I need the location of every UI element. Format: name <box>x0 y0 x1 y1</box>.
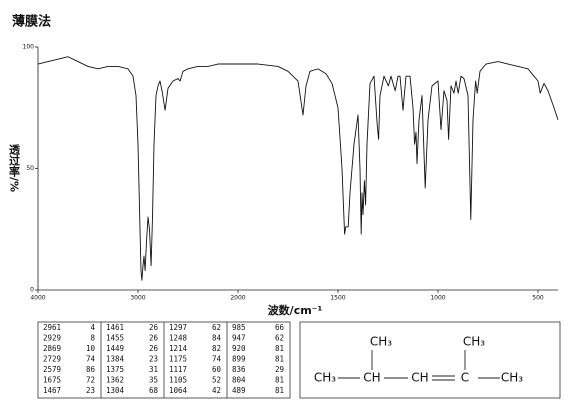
spectrum-line <box>37 56 559 281</box>
table-wavenumber: 1384 <box>106 355 125 364</box>
y-tick-label: 50 <box>26 165 34 172</box>
branch-group: CH₃ <box>463 335 485 349</box>
table-wavenumber: 1175 <box>169 355 187 364</box>
table-transmittance: 74 <box>212 355 222 364</box>
table-transmittance: 72 <box>86 376 95 385</box>
table-transmittance: 62 <box>212 323 221 332</box>
table-transmittance: 26 <box>149 344 159 353</box>
table-transmittance: 68 <box>149 386 159 395</box>
table-transmittance: 81 <box>275 344 284 353</box>
table-transmittance: 60 <box>212 365 222 374</box>
table-wavenumber: 489 <box>232 386 246 395</box>
table-wavenumber: 2929 <box>43 334 61 343</box>
table-transmittance: 35 <box>149 376 158 385</box>
table-wavenumber: 985 <box>232 323 246 332</box>
x-tick-label: 2000 <box>230 295 245 302</box>
table-wavenumber: 2579 <box>43 365 61 374</box>
y-tick-label: 100 <box>23 44 35 51</box>
table-wavenumber: 920 <box>232 344 246 353</box>
x-tick-label: 3000 <box>130 295 145 302</box>
table-transmittance: 42 <box>212 386 221 395</box>
x-axis-label: 波数/cm⁻¹ <box>268 303 323 317</box>
table-transmittance: 31 <box>149 365 158 374</box>
table-wavenumber: 1214 <box>169 344 188 353</box>
table-wavenumber: 836 <box>232 365 246 374</box>
table-transmittance: 10 <box>86 344 96 353</box>
table-transmittance: 81 <box>275 386 284 395</box>
table-transmittance: 86 <box>86 365 96 374</box>
chain-group: CH₃ <box>501 371 523 385</box>
table-transmittance: 23 <box>86 386 95 395</box>
chain-group: C <box>461 371 469 385</box>
table-wavenumber: 1064 <box>169 386 188 395</box>
table-transmittance: 52 <box>212 376 221 385</box>
table-transmittance: 29 <box>275 365 284 374</box>
table-transmittance: 8 <box>90 334 95 343</box>
table-transmittance: 26 <box>149 334 159 343</box>
table-transmittance: 81 <box>275 376 284 385</box>
table-wavenumber: 1297 <box>169 323 187 332</box>
table-wavenumber: 1117 <box>169 365 187 374</box>
chain-group: CH₃ <box>314 371 336 385</box>
table-wavenumber: 1449 <box>106 344 124 353</box>
chain-group: CH <box>411 371 428 385</box>
structure-frame <box>299 321 561 399</box>
table-wavenumber: 804 <box>232 376 246 385</box>
table-transmittance: 74 <box>86 355 96 364</box>
table-wavenumber: 1675 <box>43 376 61 385</box>
table-wavenumber: 1375 <box>106 365 124 374</box>
table-transmittance: 82 <box>212 344 221 353</box>
y-tick-label: 0 <box>30 287 34 294</box>
x-tick-label: 4000 <box>30 295 45 302</box>
table-transmittance: 4 <box>90 323 95 332</box>
y-axis-label: 透过率/% <box>8 144 21 192</box>
table-wavenumber: 1105 <box>169 376 187 385</box>
branch-group: CH₃ <box>370 335 392 349</box>
table-wavenumber: 1248 <box>169 334 188 343</box>
table-transmittance: 62 <box>275 334 284 343</box>
chart-title: 薄膜法 <box>12 14 51 30</box>
table-wavenumber: 947 <box>232 334 246 343</box>
table-wavenumber: 1461 <box>106 323 124 332</box>
table-wavenumber: 1455 <box>106 334 124 343</box>
table-wavenumber: 2869 <box>43 344 61 353</box>
table-wavenumber: 899 <box>232 355 246 364</box>
table-transmittance: 81 <box>275 355 284 364</box>
x-tick-label: 1000 <box>430 295 445 302</box>
table-transmittance: 66 <box>275 323 285 332</box>
table-wavenumber: 2729 <box>43 355 61 364</box>
table-wavenumber: 2961 <box>43 323 61 332</box>
table-wavenumber: 1467 <box>43 386 61 395</box>
chain-group: CH <box>363 371 380 385</box>
table-wavenumber: 1362 <box>106 376 124 385</box>
x-tick-label: 500 <box>532 295 544 302</box>
table-transmittance: 23 <box>149 355 158 364</box>
x-tick-label: 1500 <box>330 295 345 302</box>
table-wavenumber: 1304 <box>106 386 125 395</box>
table-transmittance: 84 <box>212 334 222 343</box>
table-transmittance: 26 <box>149 323 159 332</box>
